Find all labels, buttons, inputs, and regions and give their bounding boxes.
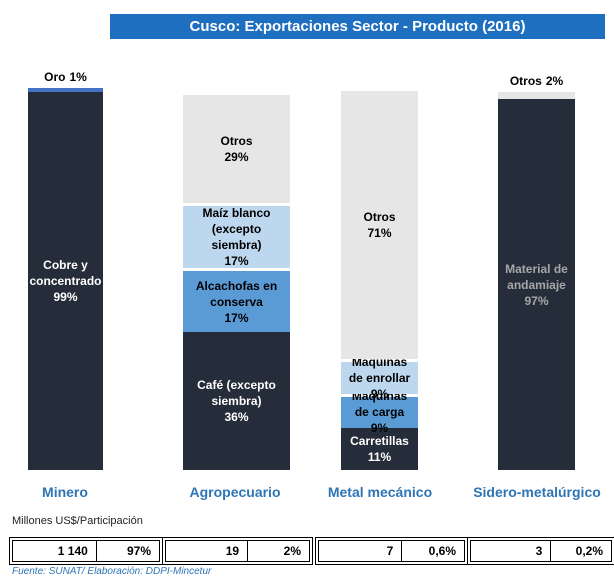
segment-value: 17% bbox=[224, 310, 249, 325]
bar-segment bbox=[498, 91, 575, 100]
table-group: 1 140 97% bbox=[9, 537, 163, 565]
category-label: Minero bbox=[42, 484, 88, 500]
segment-name: Café (excepto siembra) bbox=[197, 378, 276, 409]
segment-name: Cobre y concentrado bbox=[29, 257, 102, 288]
table-cell: 19 bbox=[166, 541, 249, 561]
segment-label: Maíz blanco (excepto siembra) 17% bbox=[183, 206, 290, 268]
table-cell: 0,6% bbox=[428, 544, 456, 558]
source: Fuente: SUNAT/ Elaboración: DDPI-Mincetu… bbox=[12, 566, 212, 577]
category-label: Sidero-metalúrgico bbox=[473, 484, 601, 500]
segment-value: 29% bbox=[224, 149, 249, 164]
segment-name: Maíz blanco (excepto siembra) bbox=[202, 205, 271, 252]
segment-label: Máquinas de enrollar 9% bbox=[341, 355, 418, 401]
table-group: 7 0,6% bbox=[315, 537, 468, 565]
bar-segment bbox=[341, 359, 418, 394]
segment-label: Café (excepto siembra) 36% bbox=[183, 332, 290, 470]
bar-segment bbox=[28, 91, 103, 470]
category-label: Agropecuario bbox=[189, 484, 281, 500]
segment-label: Otros 71% bbox=[341, 91, 418, 359]
segment-label: Material de andamiaje 97% bbox=[498, 99, 575, 470]
segment-name: Otros bbox=[220, 133, 253, 148]
bar-segment bbox=[183, 332, 290, 470]
segment-name: Oro bbox=[44, 70, 66, 84]
segment-value: 99% bbox=[53, 289, 78, 304]
segment-name: Alcachofas en conserva bbox=[195, 278, 278, 309]
segment-value: 9% bbox=[370, 421, 389, 436]
segment-label: Carretillas 11% bbox=[341, 428, 418, 470]
bar-segment bbox=[341, 393, 418, 428]
bar-segment bbox=[28, 88, 103, 92]
segment-label: Cobre y concentrado 99% bbox=[28, 92, 103, 470]
table-cell: 2% bbox=[283, 544, 301, 558]
table-cell: 3 bbox=[471, 541, 552, 561]
segment-value: 2% bbox=[545, 73, 564, 88]
bar-segment bbox=[183, 202, 290, 268]
bar-segment bbox=[183, 91, 290, 203]
table-cell: 0,2% bbox=[575, 544, 603, 558]
table-cell: 1 140 bbox=[13, 541, 97, 561]
table-cell: 7 bbox=[319, 541, 403, 561]
table-cell: 97% bbox=[126, 544, 151, 558]
segment-name: Material de andamiaje bbox=[505, 261, 568, 292]
segment-value: 11% bbox=[367, 449, 392, 464]
segment-name: Otros bbox=[363, 210, 396, 225]
segment-label: Otros 29% bbox=[183, 95, 290, 203]
segment-value: 9% bbox=[370, 386, 389, 401]
bar-segment bbox=[498, 99, 575, 470]
segment-name: Otros bbox=[509, 73, 542, 88]
segment-label: Oro 1% bbox=[13, 68, 118, 86]
segment-name: Carretillas bbox=[350, 433, 409, 448]
segment-value: 36% bbox=[224, 410, 249, 425]
table-group: 3 0,2% bbox=[467, 537, 614, 565]
segment-value: 97% bbox=[524, 293, 549, 308]
category-label: Metal mecánico bbox=[327, 484, 433, 500]
segment-value: 17% bbox=[224, 253, 249, 268]
chart-title: Cusco: Exportaciones Sector - Producto (… bbox=[110, 14, 605, 39]
unit-note: Millones US$/Participación bbox=[12, 515, 143, 527]
segment-label: Alcachofas en conserva 17% bbox=[183, 271, 290, 333]
bar-segment bbox=[341, 427, 418, 470]
segment-value: 71% bbox=[367, 226, 392, 241]
segment-value: 1% bbox=[69, 70, 87, 84]
table-group: 19 2% bbox=[162, 537, 313, 565]
bar-segment bbox=[341, 88, 418, 360]
segment-label: Otros 2% bbox=[483, 72, 590, 90]
bar-segment bbox=[183, 267, 290, 333]
